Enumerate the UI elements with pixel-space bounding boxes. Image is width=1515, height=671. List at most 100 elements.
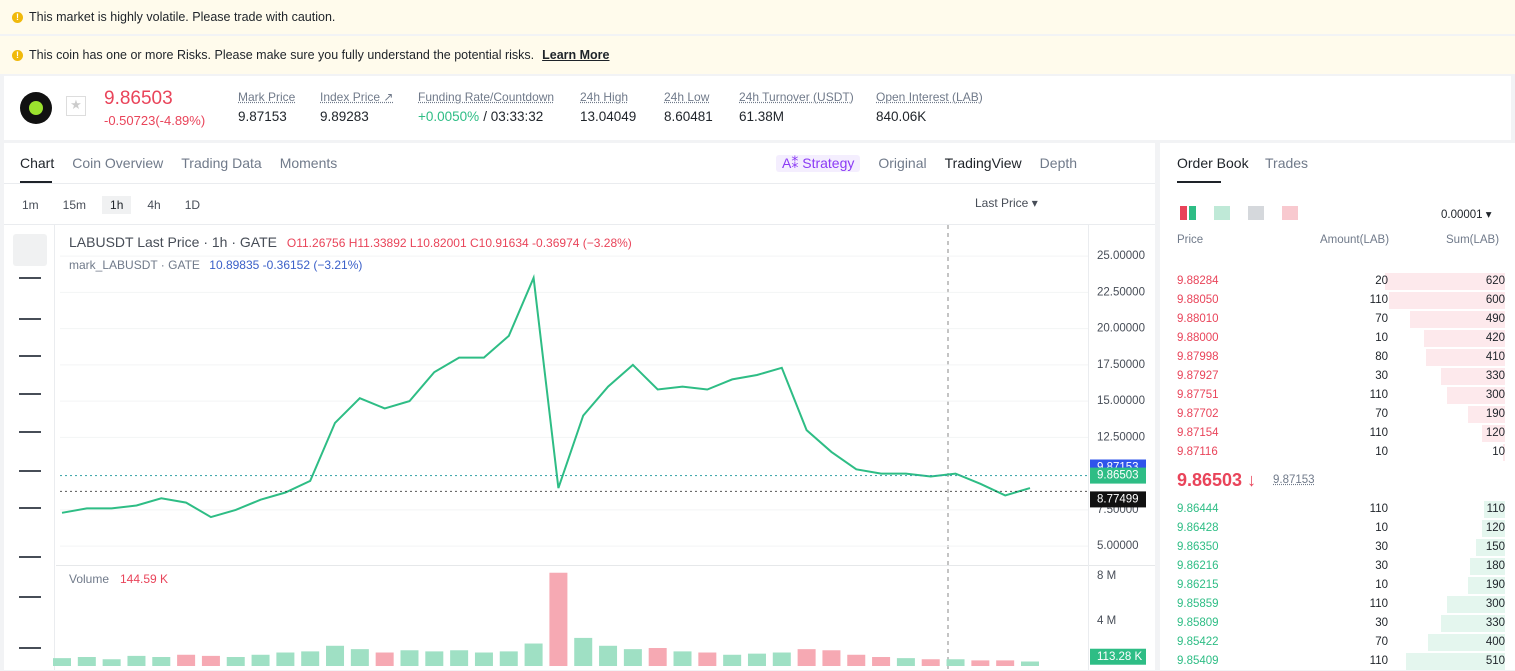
ob-amount: 30 — [1375, 617, 1388, 629]
ob-row: 9.88010 70 490 — [1160, 310, 1515, 329]
ob-amount: 110 — [1370, 389, 1388, 401]
trades-tab[interactable]: Trades — [1265, 155, 1308, 171]
volatility-banner: ! This market is highly volatile. Please … — [0, 0, 1515, 34]
view-tab[interactable]: TradingView — [945, 155, 1022, 172]
layout-bids[interactable] — [1214, 206, 1230, 220]
stat: Mark Price 9.87153 — [238, 90, 295, 124]
ob-price: 9.86215 — [1177, 579, 1219, 591]
favorite[interactable]: ★ — [66, 96, 86, 116]
stat-value: 9.87153 — [238, 109, 295, 124]
tab[interactable]: Trading Data — [181, 155, 261, 171]
volume-bar — [351, 649, 369, 666]
interval[interactable]: 4h — [139, 196, 168, 214]
ob-amount: 20 — [1375, 275, 1388, 287]
layout-both[interactable] — [1180, 206, 1196, 220]
ob-price: 9.87702 — [1177, 408, 1219, 420]
stat-value: +0.0050% — [418, 109, 479, 124]
interval[interactable]: 1D — [177, 196, 208, 214]
ob-row: 9.87702 70 190 — [1160, 405, 1515, 424]
ob-row: 9.88050 110 600 — [1160, 291, 1515, 310]
volume-bar — [177, 655, 195, 666]
tool-icon — [19, 647, 41, 649]
layout-asks[interactable] — [1248, 206, 1264, 220]
tool-icon — [19, 507, 41, 509]
tool-icon — [19, 556, 41, 558]
volume-bar — [425, 651, 443, 666]
ob-row: 9.88284 20 620 — [1160, 272, 1515, 291]
layout-trades[interactable] — [1282, 206, 1298, 220]
ob-amount: 30 — [1375, 560, 1388, 572]
stat-value: 9.89283 — [320, 109, 393, 124]
precision[interactable]: 0.00001 ▾ — [1441, 207, 1492, 221]
ob-price: 9.86350 — [1177, 541, 1219, 553]
stat: 24h Turnover (USDT) 61.38M — [739, 90, 854, 124]
ob-amount: 30 — [1375, 370, 1388, 382]
price-change: -0.50723(-4.89%) — [104, 113, 205, 128]
ob-price: 9.85409 — [1177, 655, 1219, 667]
ob-row: 9.88000 10 420 — [1160, 329, 1515, 348]
interval[interactable]: 1m — [14, 196, 47, 214]
view-tab[interactable]: Original — [878, 155, 926, 172]
interval[interactable]: 15m — [55, 196, 94, 214]
volume-bar — [376, 653, 394, 666]
tab[interactable]: Moments — [280, 155, 338, 171]
y-tick-label: 25.00000 — [1097, 250, 1145, 262]
ob-row: 9.86428 10 120 — [1160, 519, 1515, 538]
volume-bar — [798, 649, 816, 666]
page: *{box-sizing:border-box} body{margin:0;w… — [0, 0, 1515, 670]
view-tab[interactable]: A⁑ Strategy — [776, 155, 860, 172]
price-type[interactable]: Last Price ▾ — [975, 196, 1038, 210]
stat: 24h Low 8.60481 — [664, 90, 713, 124]
ob-sum: 190 — [1486, 408, 1505, 420]
ob-price: 9.86444 — [1177, 503, 1219, 515]
volume-bar — [599, 646, 617, 666]
orderbook-tab[interactable]: Order Book — [1177, 155, 1249, 171]
volume-bar — [971, 660, 989, 666]
ob-amount: 110 — [1370, 598, 1388, 610]
coin-icon — [20, 92, 52, 124]
y-tick-label: 5.00000 — [1097, 540, 1139, 552]
ob-price: 9.85809 — [1177, 617, 1219, 629]
stat: Index Price ↗ 9.89283 — [320, 90, 393, 124]
stat-label: 24h Turnover (USDT) — [739, 90, 854, 104]
y-tick-label: 12.50000 — [1097, 431, 1145, 443]
view-tab[interactable]: Depth — [1040, 155, 1077, 172]
ob-amount: 110 — [1370, 294, 1388, 306]
volume-bar — [748, 654, 766, 666]
tab[interactable]: Coin Overview — [72, 155, 163, 171]
volume-bar — [475, 653, 493, 666]
ob-row: 9.87751 110 300 — [1160, 386, 1515, 405]
volume-title: Volume — [69, 572, 109, 586]
volume-bar — [847, 655, 865, 666]
stat-label: 24h High — [580, 90, 636, 104]
ob-row: 9.87927 30 330 — [1160, 367, 1515, 386]
ob-sum: 620 — [1486, 275, 1505, 287]
tab[interactable]: Chart — [20, 155, 54, 171]
volume-bar — [227, 657, 245, 666]
ob-sum: 190 — [1486, 579, 1505, 591]
price-tag-label: 8.77499 — [1097, 493, 1139, 505]
tool-icon — [19, 431, 41, 433]
volume-bar — [276, 653, 294, 666]
volume-value: 144.59 K — [120, 572, 168, 586]
volume-bar — [624, 649, 642, 666]
stat-value: 61.38M — [739, 109, 854, 124]
banner-text: This coin has one or more Risks. Please … — [29, 48, 534, 62]
volume-bar — [649, 648, 667, 666]
volume-bar — [78, 657, 96, 666]
volume-bar — [450, 650, 468, 666]
learn-more[interactable]: Learn More — [542, 48, 609, 62]
tool-icon — [19, 470, 41, 472]
tool-icon — [19, 355, 41, 357]
ob-sum: 410 — [1486, 351, 1505, 363]
volume-bar — [1021, 662, 1039, 666]
volume-bar — [674, 651, 692, 666]
screen: ! This market is highly volatile. Please … — [0, 0, 1515, 670]
ob-price: 9.85422 — [1177, 636, 1219, 648]
ob-price: 9.88000 — [1177, 332, 1219, 344]
stat-value: 840.06K — [876, 109, 983, 124]
price-tag-label: 9.86503 — [1097, 470, 1139, 482]
ob-amount: 10 — [1375, 522, 1388, 534]
interval[interactable]: 1h — [102, 196, 131, 214]
volume-bar — [252, 655, 270, 666]
